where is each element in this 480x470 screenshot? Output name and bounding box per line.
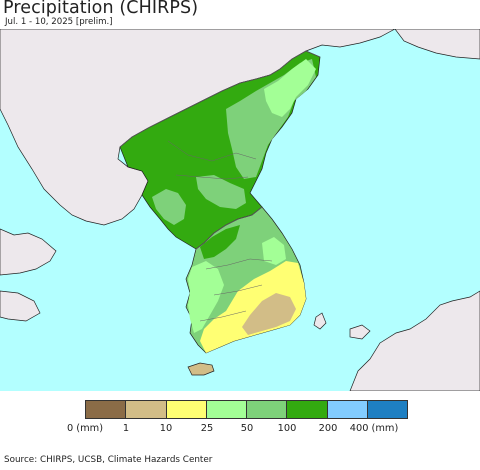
south-korea-west-25mm <box>188 261 224 333</box>
map-subtitle: Jul. 1 - 10, 2025 [prelim.] <box>5 17 113 27</box>
province-lines <box>167 140 273 322</box>
legend-label-4: 50 <box>240 423 254 434</box>
legend-label-1: 1 <box>122 423 130 434</box>
legend-bar <box>85 400 408 419</box>
legend-label-0: 0 (mm) <box>66 423 104 434</box>
precipitation-map <box>0 29 480 391</box>
south-korea-southeast-1mm <box>242 293 296 335</box>
map-canvas <box>0 29 480 391</box>
legend-swatch-4 <box>247 401 288 418</box>
tsushima-island <box>313 312 327 330</box>
legend-label-7: 400 (mm) <box>349 423 399 434</box>
north-korea-west-patch <box>152 189 186 225</box>
shandong-tip <box>0 290 41 322</box>
japan-land <box>349 290 480 391</box>
source-credit: Source: CHIRPS, UCSB, Climate Hazards Ce… <box>4 455 213 465</box>
south-korea-east-25mm <box>262 237 286 265</box>
legend-label-5: 100 <box>277 423 297 434</box>
south-korea-north-100mm <box>200 225 240 259</box>
north-korea-east-25mm <box>264 59 316 117</box>
liaodong-peninsula <box>0 228 57 276</box>
russia-northeast <box>394 29 480 60</box>
north-korea-central-patch <box>196 175 246 209</box>
map-title: Precipitation (CHIRPS) <box>3 0 199 18</box>
legend-tick-labels: 0 (mm) 1 10 25 50 100 200 400 (mm) <box>0 423 480 437</box>
legend-swatch-6 <box>327 401 368 418</box>
legend-swatch-5 <box>287 401 328 418</box>
dmz-border-line <box>195 206 263 250</box>
legend-swatch-3 <box>206 401 247 418</box>
south-korea-southeast-10mm <box>200 261 306 353</box>
legend-label-2: 10 <box>159 423 173 434</box>
japan-island-small <box>349 324 371 340</box>
legend-swatch-0 <box>86 401 127 418</box>
legend-label-6: 200 <box>318 423 338 434</box>
china-korea-border-line <box>119 50 321 148</box>
legend-swatch-2 <box>166 401 207 418</box>
jeju-island <box>187 362 215 376</box>
legend-label-3: 25 <box>200 423 214 434</box>
legend-swatch-7 <box>367 401 407 418</box>
legend-swatch-1 <box>126 401 167 418</box>
